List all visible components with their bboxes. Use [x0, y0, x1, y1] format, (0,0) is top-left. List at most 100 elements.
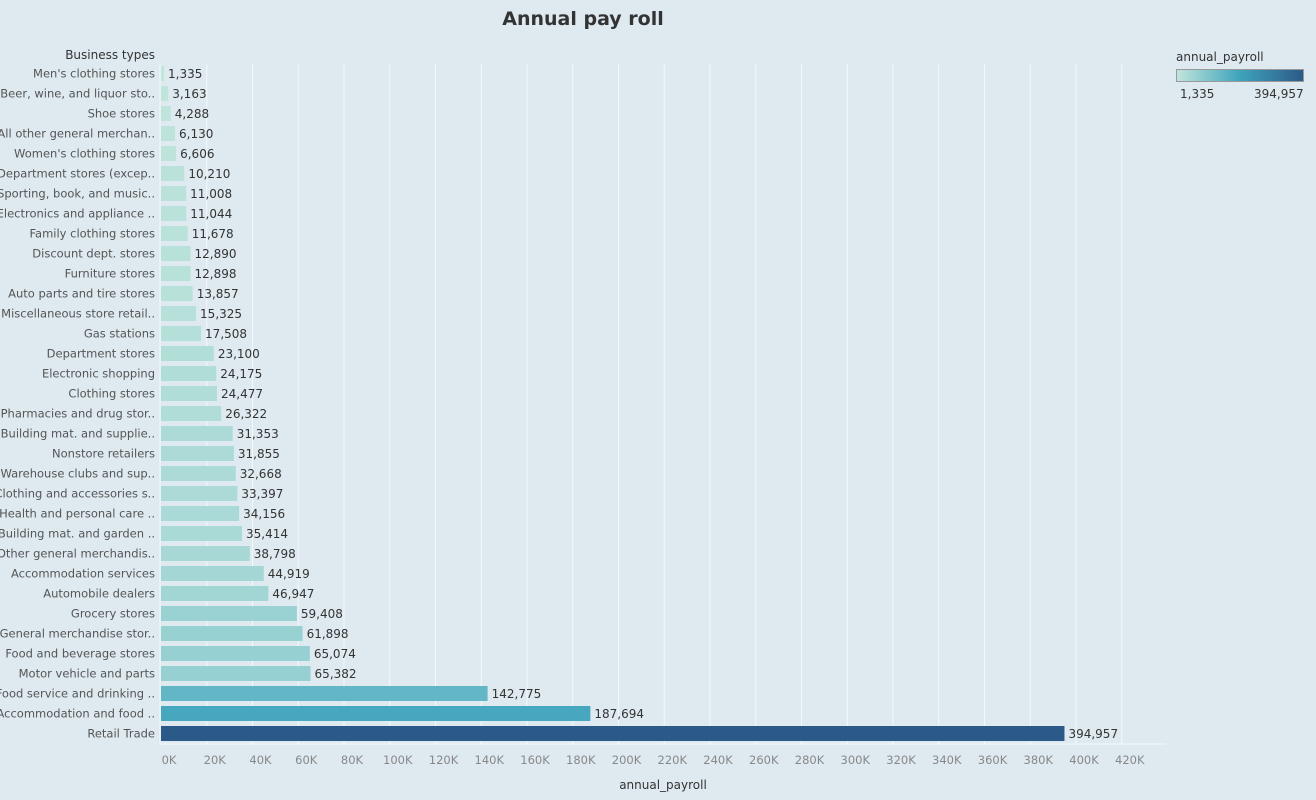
value-label: 31,353 [237, 427, 279, 441]
category-label: Nonstore retailers [52, 447, 155, 461]
bar[interactable] [161, 266, 191, 281]
x-tick-label: 40K [249, 753, 272, 767]
category-label: Men's clothing stores [33, 67, 155, 81]
value-label: 12,898 [195, 267, 237, 281]
bar[interactable] [161, 706, 591, 721]
value-label: 11,044 [190, 207, 232, 221]
bars: Men's clothing stores 1,335 Beer, wine, an… [0, 66, 1118, 741]
value-label: 23,100 [218, 347, 260, 361]
bar[interactable] [161, 466, 236, 481]
bar[interactable] [161, 666, 311, 681]
value-label: 38,798 [254, 547, 296, 561]
bar[interactable] [161, 646, 310, 661]
x-axis-ticks: 0K 20K 40K 60K 80K 100K 120K 140K 160K 180K 200K 22… [162, 753, 1145, 767]
category-label: Department stores (excep.. [0, 167, 155, 181]
value-label: 44,919 [268, 567, 310, 581]
x-tick-label: 0K [162, 753, 177, 767]
legend-gradient [1176, 69, 1304, 82]
bar[interactable] [161, 206, 187, 221]
category-label: Automobile dealers [43, 587, 155, 601]
category-label: Furniture stores [65, 267, 155, 281]
x-tick-label: 60K [295, 753, 318, 767]
bar[interactable] [161, 226, 188, 241]
bar[interactable] [161, 446, 234, 461]
category-label: Motor vehicle and parts [19, 667, 155, 681]
value-label: 61,898 [307, 627, 349, 641]
bar[interactable] [161, 246, 191, 261]
category-label: Gas stations [84, 327, 155, 341]
x-tick-label: 180K [566, 753, 596, 767]
y-axis-title: Business types [65, 48, 155, 62]
bar[interactable] [161, 686, 488, 701]
x-tick-label: 140K [475, 753, 505, 767]
legend-min-label: 1,335 [1180, 87, 1215, 101]
category-label: General merchandise stor.. [0, 627, 155, 641]
bar[interactable] [161, 726, 1065, 741]
bar[interactable] [161, 566, 264, 581]
bar[interactable] [161, 626, 303, 641]
value-label: 32,668 [240, 467, 282, 481]
bar[interactable] [161, 126, 176, 141]
value-label: 6,130 [179, 127, 213, 141]
bar[interactable] [161, 506, 240, 521]
category-label: Shoe stores [88, 107, 155, 121]
category-label: Pharmacies and drug stor.. [1, 407, 155, 421]
category-label: Health and personal care .. [0, 507, 155, 521]
x-tick-label: 80K [341, 753, 364, 767]
x-tick-label: 260K [749, 753, 779, 767]
bar[interactable] [161, 386, 217, 401]
bar[interactable] [161, 286, 193, 301]
value-label: 1,335 [168, 67, 202, 81]
bar[interactable] [161, 106, 171, 121]
category-label: Clothing and accessories s.. [0, 487, 155, 501]
bar[interactable] [161, 66, 165, 81]
category-label: Discount dept. stores [32, 247, 155, 261]
bar[interactable] [161, 346, 214, 361]
bar[interactable] [161, 306, 197, 321]
category-label: Auto parts and tire stores [8, 287, 155, 301]
x-tick-label: 420K [1115, 753, 1145, 767]
category-label: Food service and drinking .. [0, 687, 155, 701]
x-tick-label: 20K [204, 753, 227, 767]
value-label: 34,156 [243, 507, 285, 521]
category-label: Building mat. and garden .. [0, 527, 155, 541]
bar[interactable] [161, 606, 297, 621]
category-label: Warehouse clubs and sup.. [0, 467, 155, 481]
category-label: All other general merchan.. [0, 127, 155, 141]
bar[interactable] [161, 546, 250, 561]
category-label: Electronics and appliance .. [0, 207, 155, 221]
value-label: 12,890 [194, 247, 236, 261]
bar[interactable] [161, 586, 269, 601]
value-label: 46,947 [272, 587, 314, 601]
x-tick-label: 340K [932, 753, 962, 767]
bar[interactable] [161, 86, 169, 101]
x-tick-label: 240K [703, 753, 733, 767]
value-label: 26,322 [225, 407, 267, 421]
value-label: 394,957 [1068, 727, 1118, 741]
bar[interactable] [161, 186, 187, 201]
value-label: 24,175 [220, 367, 262, 381]
bar[interactable] [161, 146, 177, 161]
x-tick-label: 120K [429, 753, 459, 767]
value-label: 11,678 [192, 227, 234, 241]
bar[interactable] [161, 426, 233, 441]
category-label: Building mat. and supplie.. [1, 427, 155, 441]
bar[interactable] [161, 486, 238, 501]
value-label: 6,606 [180, 147, 214, 161]
bar[interactable] [161, 526, 243, 541]
category-label: Accommodation services [11, 567, 155, 581]
bar[interactable] [161, 406, 222, 421]
value-label: 65,074 [314, 647, 356, 661]
x-tick-label: 280K [795, 753, 825, 767]
bar[interactable] [161, 326, 202, 341]
value-label: 65,382 [315, 667, 357, 681]
x-axis-title: annual_payroll [619, 778, 707, 792]
bar[interactable] [161, 366, 217, 381]
x-tick-label: 200K [612, 753, 642, 767]
category-label: Beer, wine, and liquor sto.. [0, 87, 155, 101]
bar[interactable] [161, 166, 185, 181]
category-label: Accommodation and food .. [0, 707, 155, 721]
grid-lines [159, 64, 1166, 745]
category-label: Family clothing stores [29, 227, 155, 241]
